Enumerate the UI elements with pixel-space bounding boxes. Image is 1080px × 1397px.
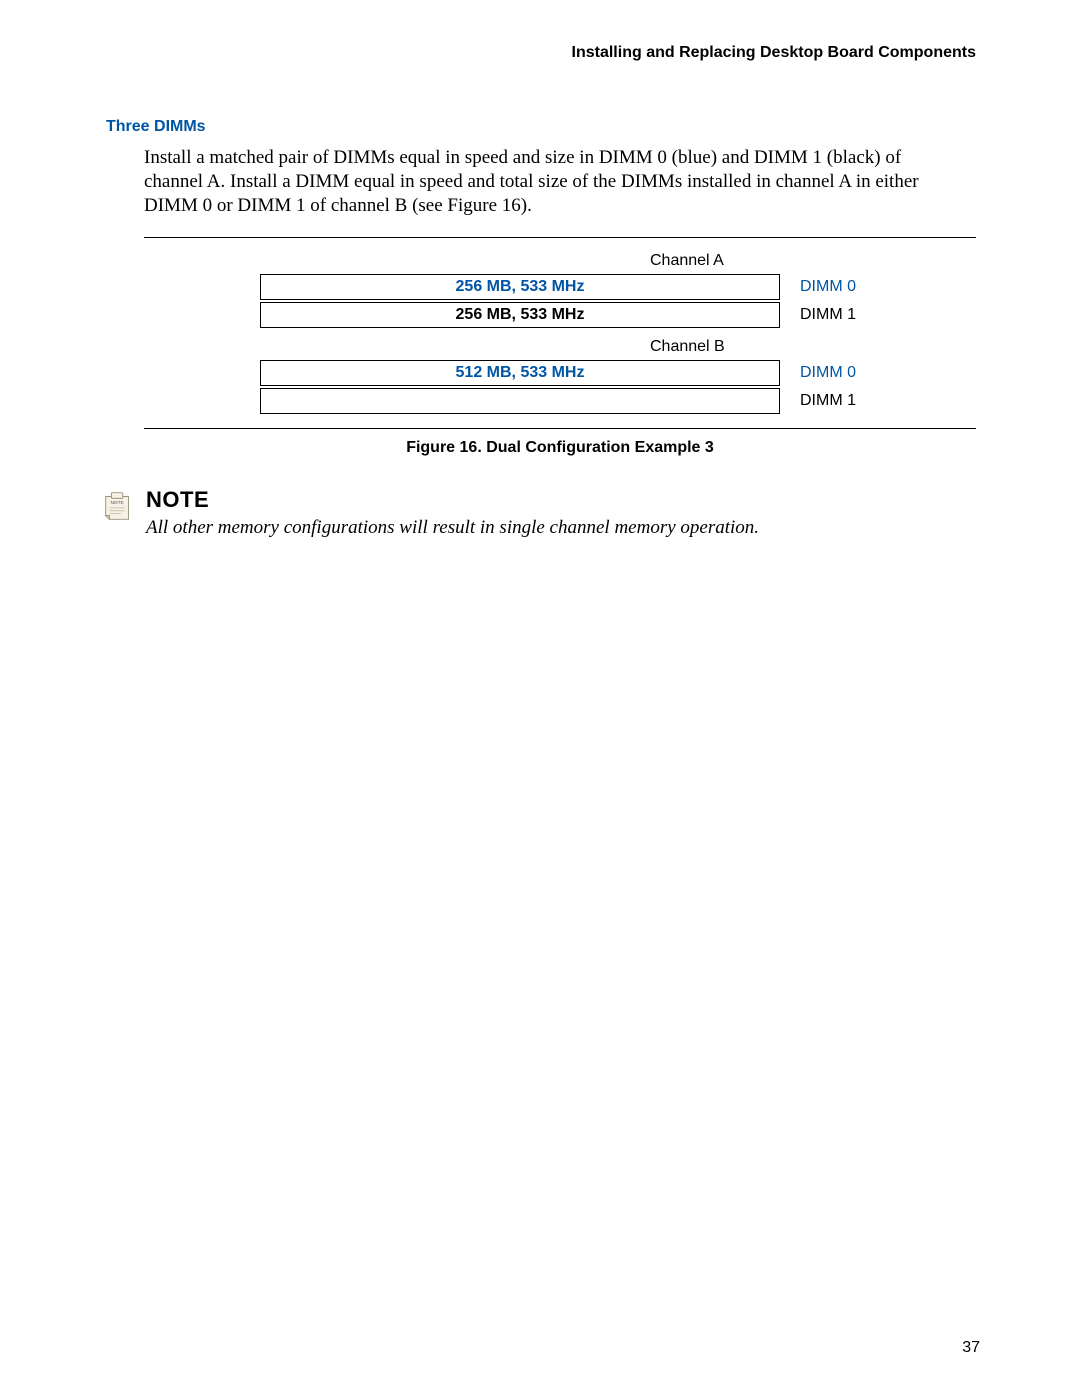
channels-wrap: Channel A 256 MB, 533 MHz DIMM 0 256 MB,… xyxy=(220,252,900,414)
figure-rule-top xyxy=(144,237,976,238)
ch-a-dimm-0-label: DIMM 0 xyxy=(800,278,856,296)
svg-text:NOTE: NOTE xyxy=(110,500,123,506)
ch-a-dimm-0-spec: 256 MB, 533 MHz xyxy=(456,278,585,295)
ch-a-dimm-0-row: 256 MB, 533 MHz DIMM 0 xyxy=(260,274,900,300)
ch-a-dimm-1-row: 256 MB, 533 MHz DIMM 1 xyxy=(260,302,900,328)
note-icon: NOTE xyxy=(100,487,138,525)
ch-b-dimm-0-label: DIMM 0 xyxy=(800,364,856,382)
note-block: NOTE NOTE All other memory configuration… xyxy=(100,487,980,539)
figure-caption: Figure 16. Dual Configuration Example 3 xyxy=(144,439,976,457)
ch-a-dimm-0-box: 256 MB, 533 MHz xyxy=(260,274,780,300)
ch-a-dimm-1-box: 256 MB, 533 MHz xyxy=(260,302,780,328)
ch-b-dimm-0-row: 512 MB, 533 MHz DIMM 0 xyxy=(260,360,900,386)
ch-b-dimm-1-label: DIMM 1 xyxy=(800,392,856,410)
page-number: 37 xyxy=(962,1339,980,1357)
channel-b-label: Channel B xyxy=(260,338,900,356)
page: Installing and Replacing Desktop Board C… xyxy=(0,0,1080,1397)
section-heading: Three DIMMs xyxy=(100,118,980,136)
running-header: Installing and Replacing Desktop Board C… xyxy=(100,44,980,62)
channel-a-label: Channel A xyxy=(260,252,900,270)
note-title: NOTE xyxy=(146,487,759,513)
ch-b-dimm-0-spec: 512 MB, 533 MHz xyxy=(456,364,585,381)
figure-rule-bottom xyxy=(144,428,976,429)
ch-b-dimm-0-box: 512 MB, 533 MHz xyxy=(260,360,780,386)
ch-b-dimm-1-row: DIMM 1 xyxy=(260,388,900,414)
ch-a-dimm-1-label: DIMM 1 xyxy=(800,306,856,324)
note-content: NOTE All other memory configurations wil… xyxy=(146,487,759,539)
section-paragraph: Install a matched pair of DIMMs equal in… xyxy=(144,146,944,217)
ch-a-dimm-1-spec: 256 MB, 533 MHz xyxy=(456,306,585,323)
figure-block: Channel A 256 MB, 533 MHz DIMM 0 256 MB,… xyxy=(144,237,980,457)
note-text: All other memory configurations will res… xyxy=(146,517,759,539)
ch-b-dimm-1-box xyxy=(260,388,780,414)
